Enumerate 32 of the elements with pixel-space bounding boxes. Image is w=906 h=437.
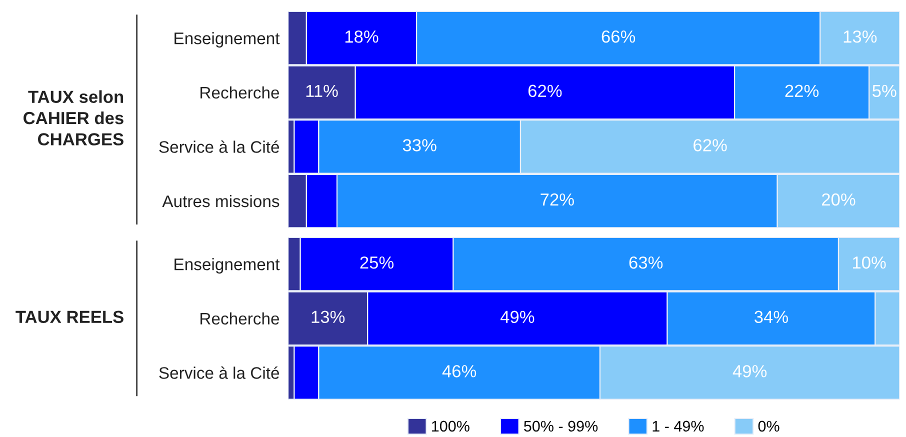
data-label: 62%	[694, 139, 727, 152]
legend-label: 100%	[432, 420, 470, 432]
data-label: 18%	[345, 30, 378, 43]
y-tick-label: Service à la Cité	[159, 366, 280, 379]
data-label: 20%	[822, 193, 856, 206]
data-label: 62%	[528, 84, 562, 98]
y-tick-label: Recherche	[200, 312, 280, 325]
data-label: 5%	[872, 84, 896, 98]
legend-label: 0%	[758, 420, 780, 432]
data-label: 49%	[500, 310, 534, 324]
data-label: 49%	[732, 365, 767, 378]
data-label: 10%	[853, 256, 886, 269]
y-tick-label: Enseignement	[174, 258, 280, 274]
y-tick-label: Enseignement	[174, 32, 280, 48]
data-label: 72%	[540, 193, 574, 206]
y-tick-label: Autres missions	[162, 194, 280, 208]
y-tick-label: Recherche	[200, 86, 280, 99]
data-label: 46%	[442, 365, 476, 378]
text: TAUX selon CAHIER des CHARGES	[24, 90, 124, 146]
data-label: 13%	[312, 310, 345, 324]
text: TAUX REELS	[16, 310, 124, 324]
data-label: 11%	[306, 84, 338, 97]
data-label: 25%	[360, 256, 394, 269]
data-label: 33%	[402, 139, 436, 152]
data-label: 34%	[754, 310, 788, 324]
y-tick-label: Service à la Cité	[159, 140, 280, 153]
data-label: 66%	[602, 30, 636, 43]
data-label: 63%	[629, 256, 663, 269]
data-label: 22%	[785, 84, 819, 97]
legend-label: 1 - 49%	[652, 420, 704, 432]
data-label: 13%	[844, 30, 877, 43]
legend-label: 50% - 99%	[524, 420, 598, 432]
